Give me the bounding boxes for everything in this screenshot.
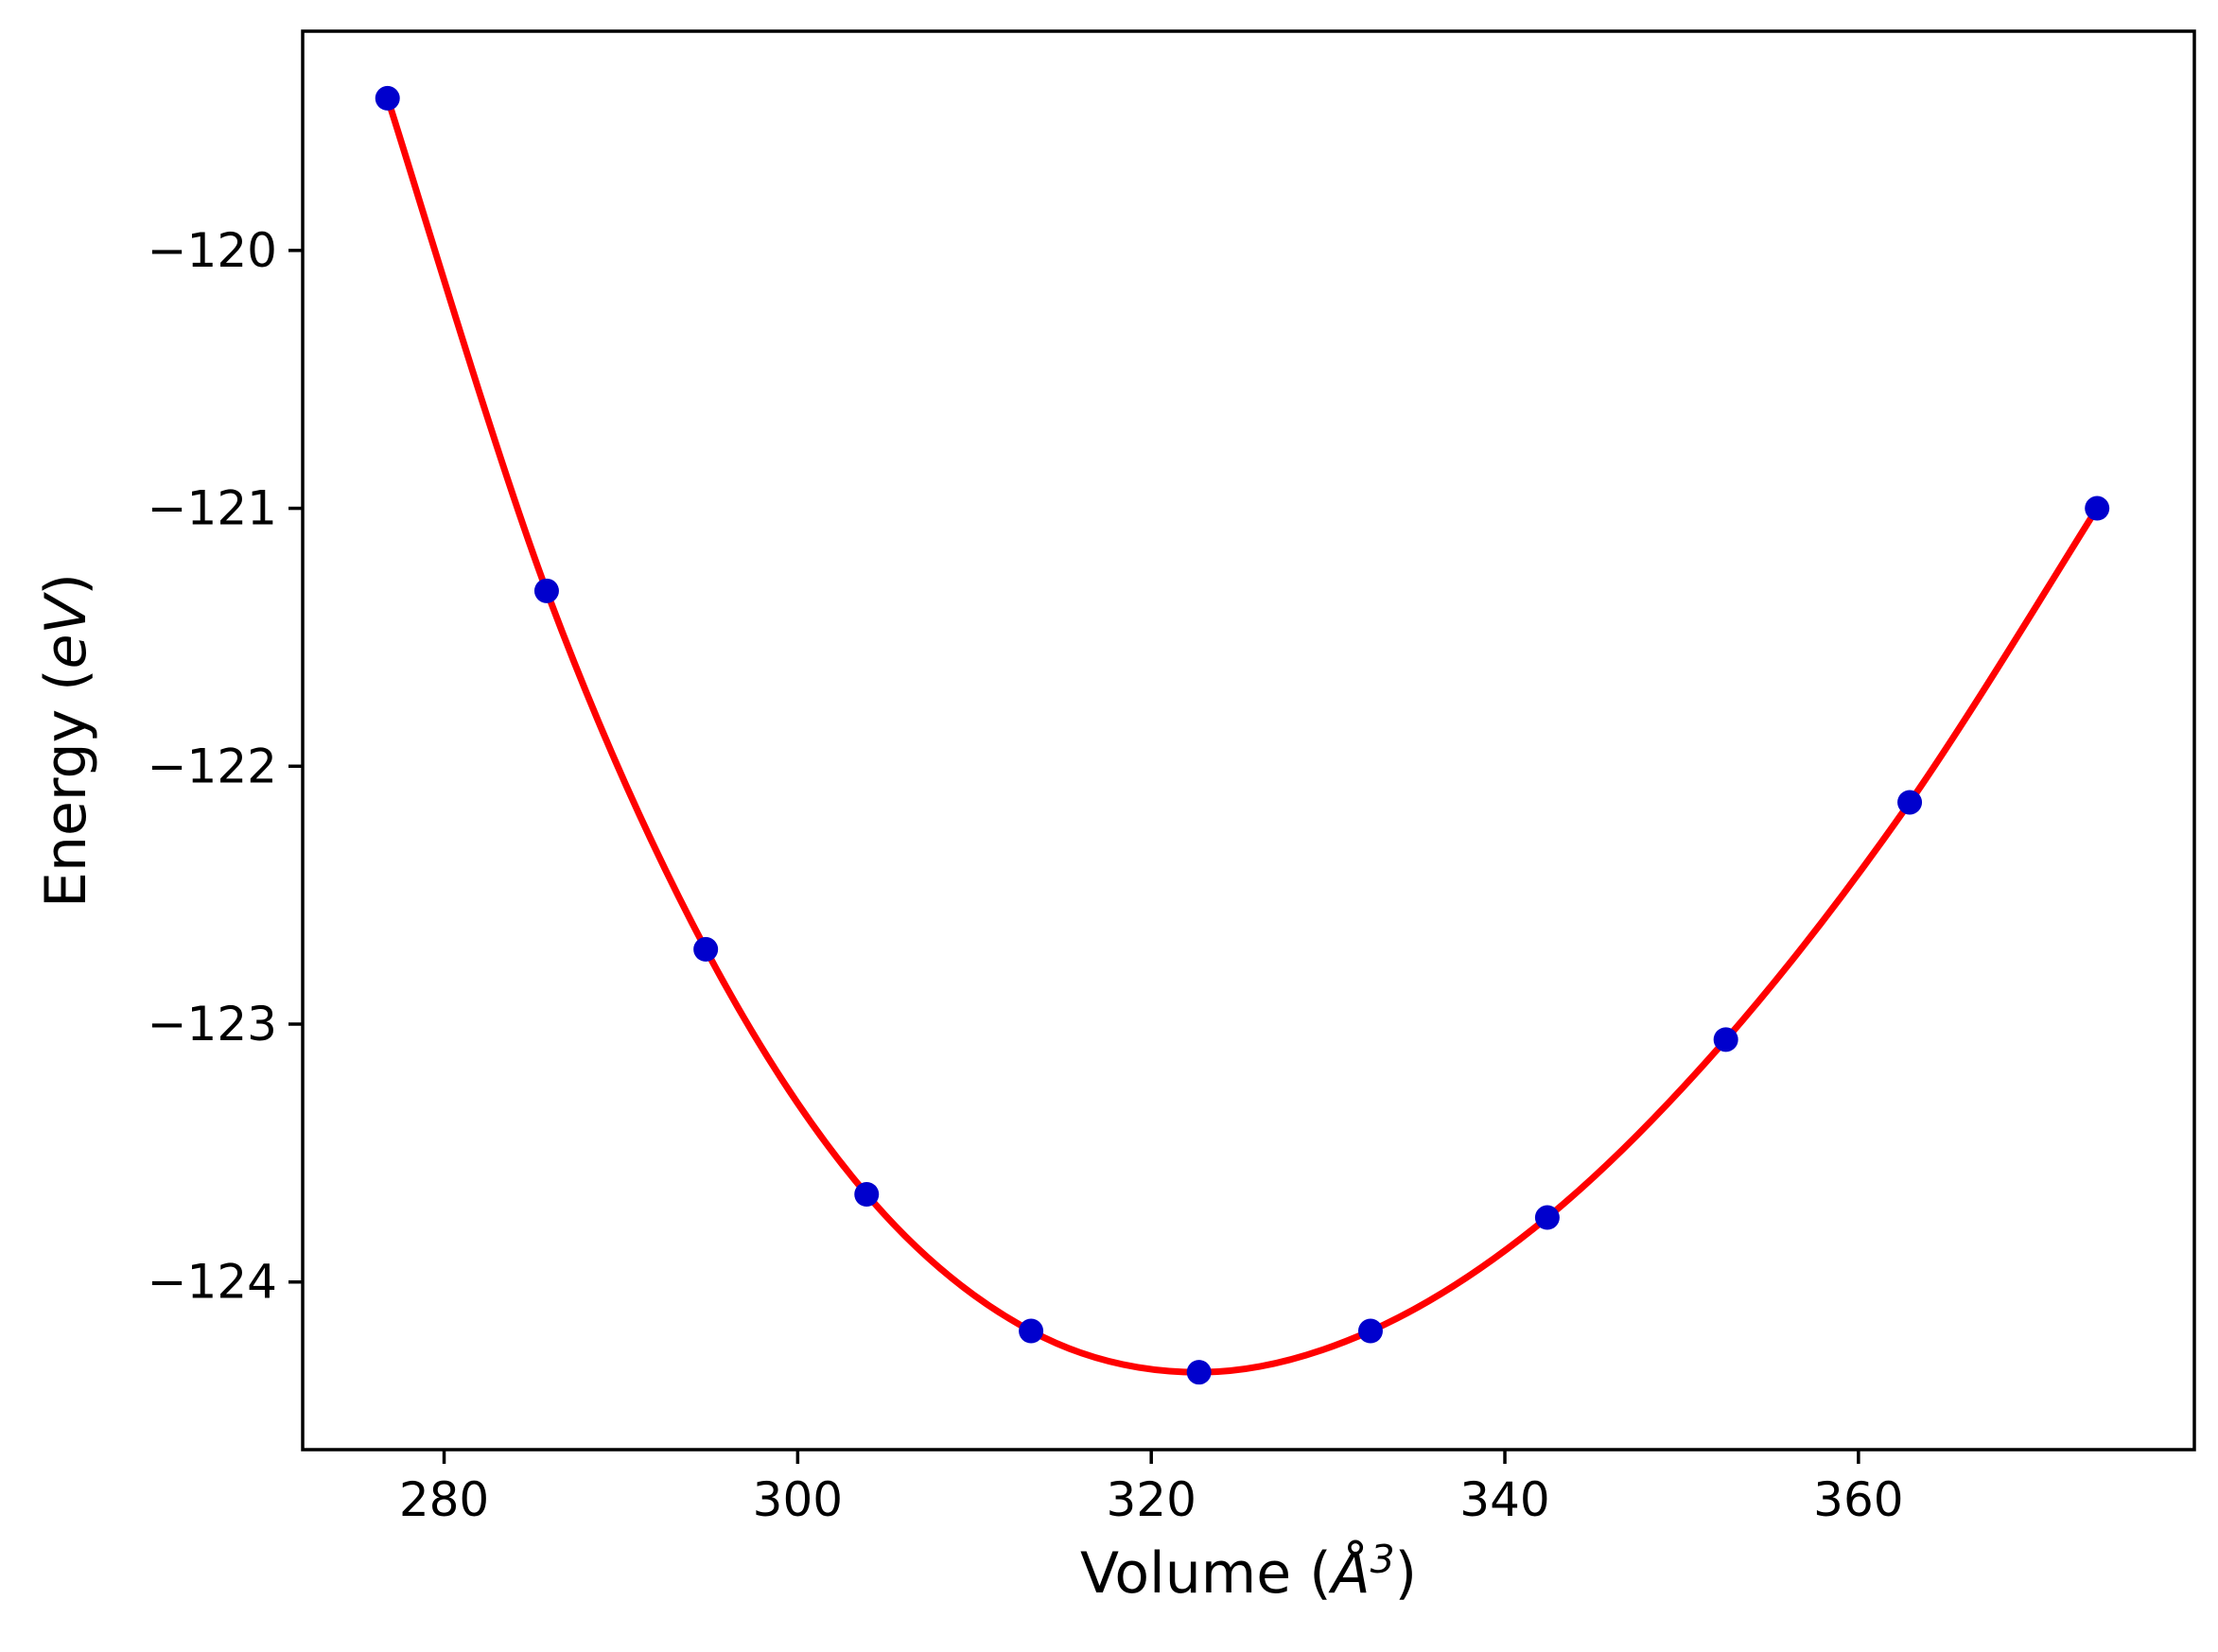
data-point bbox=[1357, 1318, 1383, 1344]
plot-border bbox=[301, 29, 2196, 1452]
fit-curve bbox=[384, 95, 2101, 1376]
x-axis-label-prefix: Volume ( bbox=[1079, 1540, 1332, 1607]
y-tick-label: −124 bbox=[148, 1255, 277, 1310]
y-tick-label: −122 bbox=[148, 739, 277, 793]
y-axis-label: Energy (eV) bbox=[33, 573, 99, 908]
x-tick-label: 300 bbox=[753, 1472, 843, 1527]
x-tick-label: 320 bbox=[1106, 1472, 1196, 1527]
data-point bbox=[533, 578, 559, 603]
y-axis-label-prefix: Energy ( bbox=[33, 669, 99, 908]
y-tick-label: −120 bbox=[148, 223, 277, 278]
x-axis-label: Volume (Å3) bbox=[1080, 1537, 1417, 1607]
x-tick-label: 360 bbox=[1813, 1472, 1903, 1527]
y-tick-label: −123 bbox=[148, 997, 277, 1052]
data-point bbox=[1019, 1318, 1044, 1344]
x-axis-label-superscript: 3 bbox=[1370, 1537, 1395, 1582]
x-axis-label-suffix: ) bbox=[1394, 1540, 1418, 1607]
data-point bbox=[1713, 1027, 1738, 1052]
x-axis-label-symbol: Å bbox=[1331, 1540, 1371, 1607]
data-point bbox=[693, 936, 719, 962]
data-point bbox=[1186, 1360, 1212, 1385]
y-axis-label-suffix: ) bbox=[33, 573, 99, 596]
data-point bbox=[2085, 496, 2110, 521]
data-point bbox=[854, 1182, 880, 1207]
x-tick-label: 340 bbox=[1459, 1472, 1549, 1527]
y-axis-label-symbol: eV bbox=[33, 595, 99, 669]
data-point bbox=[1534, 1205, 1560, 1230]
x-tick-label: 280 bbox=[399, 1472, 489, 1527]
y-tick-label: −121 bbox=[148, 481, 277, 536]
data-point bbox=[375, 85, 400, 111]
data-point bbox=[1897, 790, 1923, 815]
